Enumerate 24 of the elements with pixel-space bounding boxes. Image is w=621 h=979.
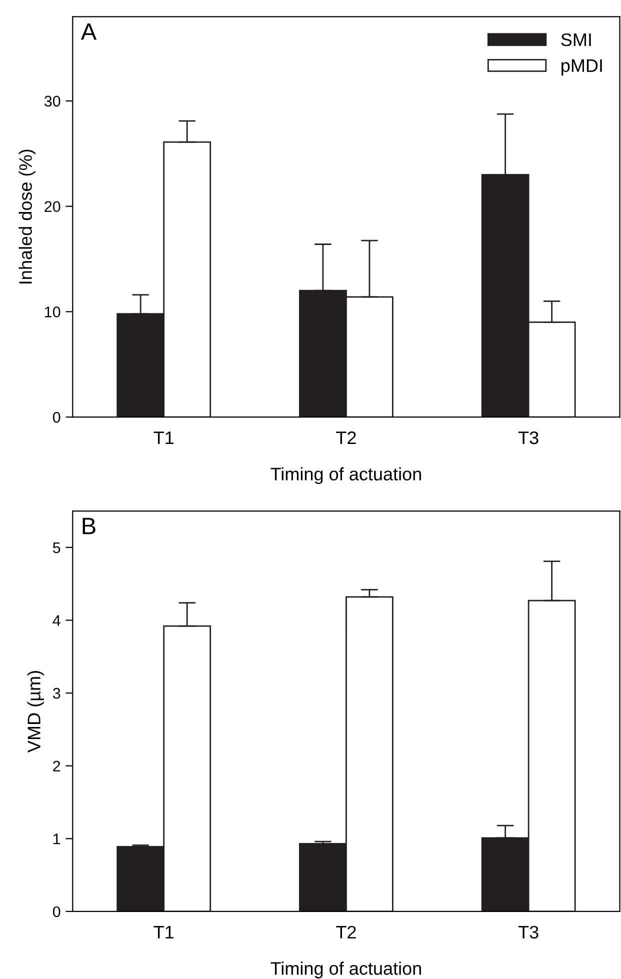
legend-label: pMDI	[562, 59, 602, 76]
x-tick-label: T3	[518, 926, 538, 939]
y-tick-label: 5	[52, 542, 60, 554]
x-tick-label: T2	[336, 926, 356, 938]
y-tick-label: 20	[44, 201, 60, 212]
y-tick-label: 30	[44, 96, 60, 107]
x-tick-label: T1	[154, 926, 174, 938]
y-tick-label: 3	[52, 688, 60, 699]
legend-label: SMI	[561, 33, 591, 46]
y-tick-label: 2	[53, 760, 60, 772]
x-axis-title: Timing of actuation	[270, 962, 421, 978]
x-tick-label: T1	[154, 432, 174, 444]
y-tick-label: 4	[52, 615, 60, 626]
y-axis-title: VMD (µm)	[27, 671, 44, 752]
x-axis-title: Timing of actuation	[270, 467, 421, 484]
y-tick-label: 0	[52, 906, 60, 918]
y-tick-label: 0	[52, 412, 60, 423]
y-axis-title: Inhaled dose (%)	[18, 150, 36, 284]
y-tick-label: 10	[45, 306, 60, 318]
x-tick-label: T3	[518, 431, 538, 444]
y-tick-label: 1	[54, 834, 60, 844]
annotation: B	[82, 518, 96, 534]
annotation: A	[80, 24, 97, 40]
x-tick-label: T2	[336, 431, 356, 444]
